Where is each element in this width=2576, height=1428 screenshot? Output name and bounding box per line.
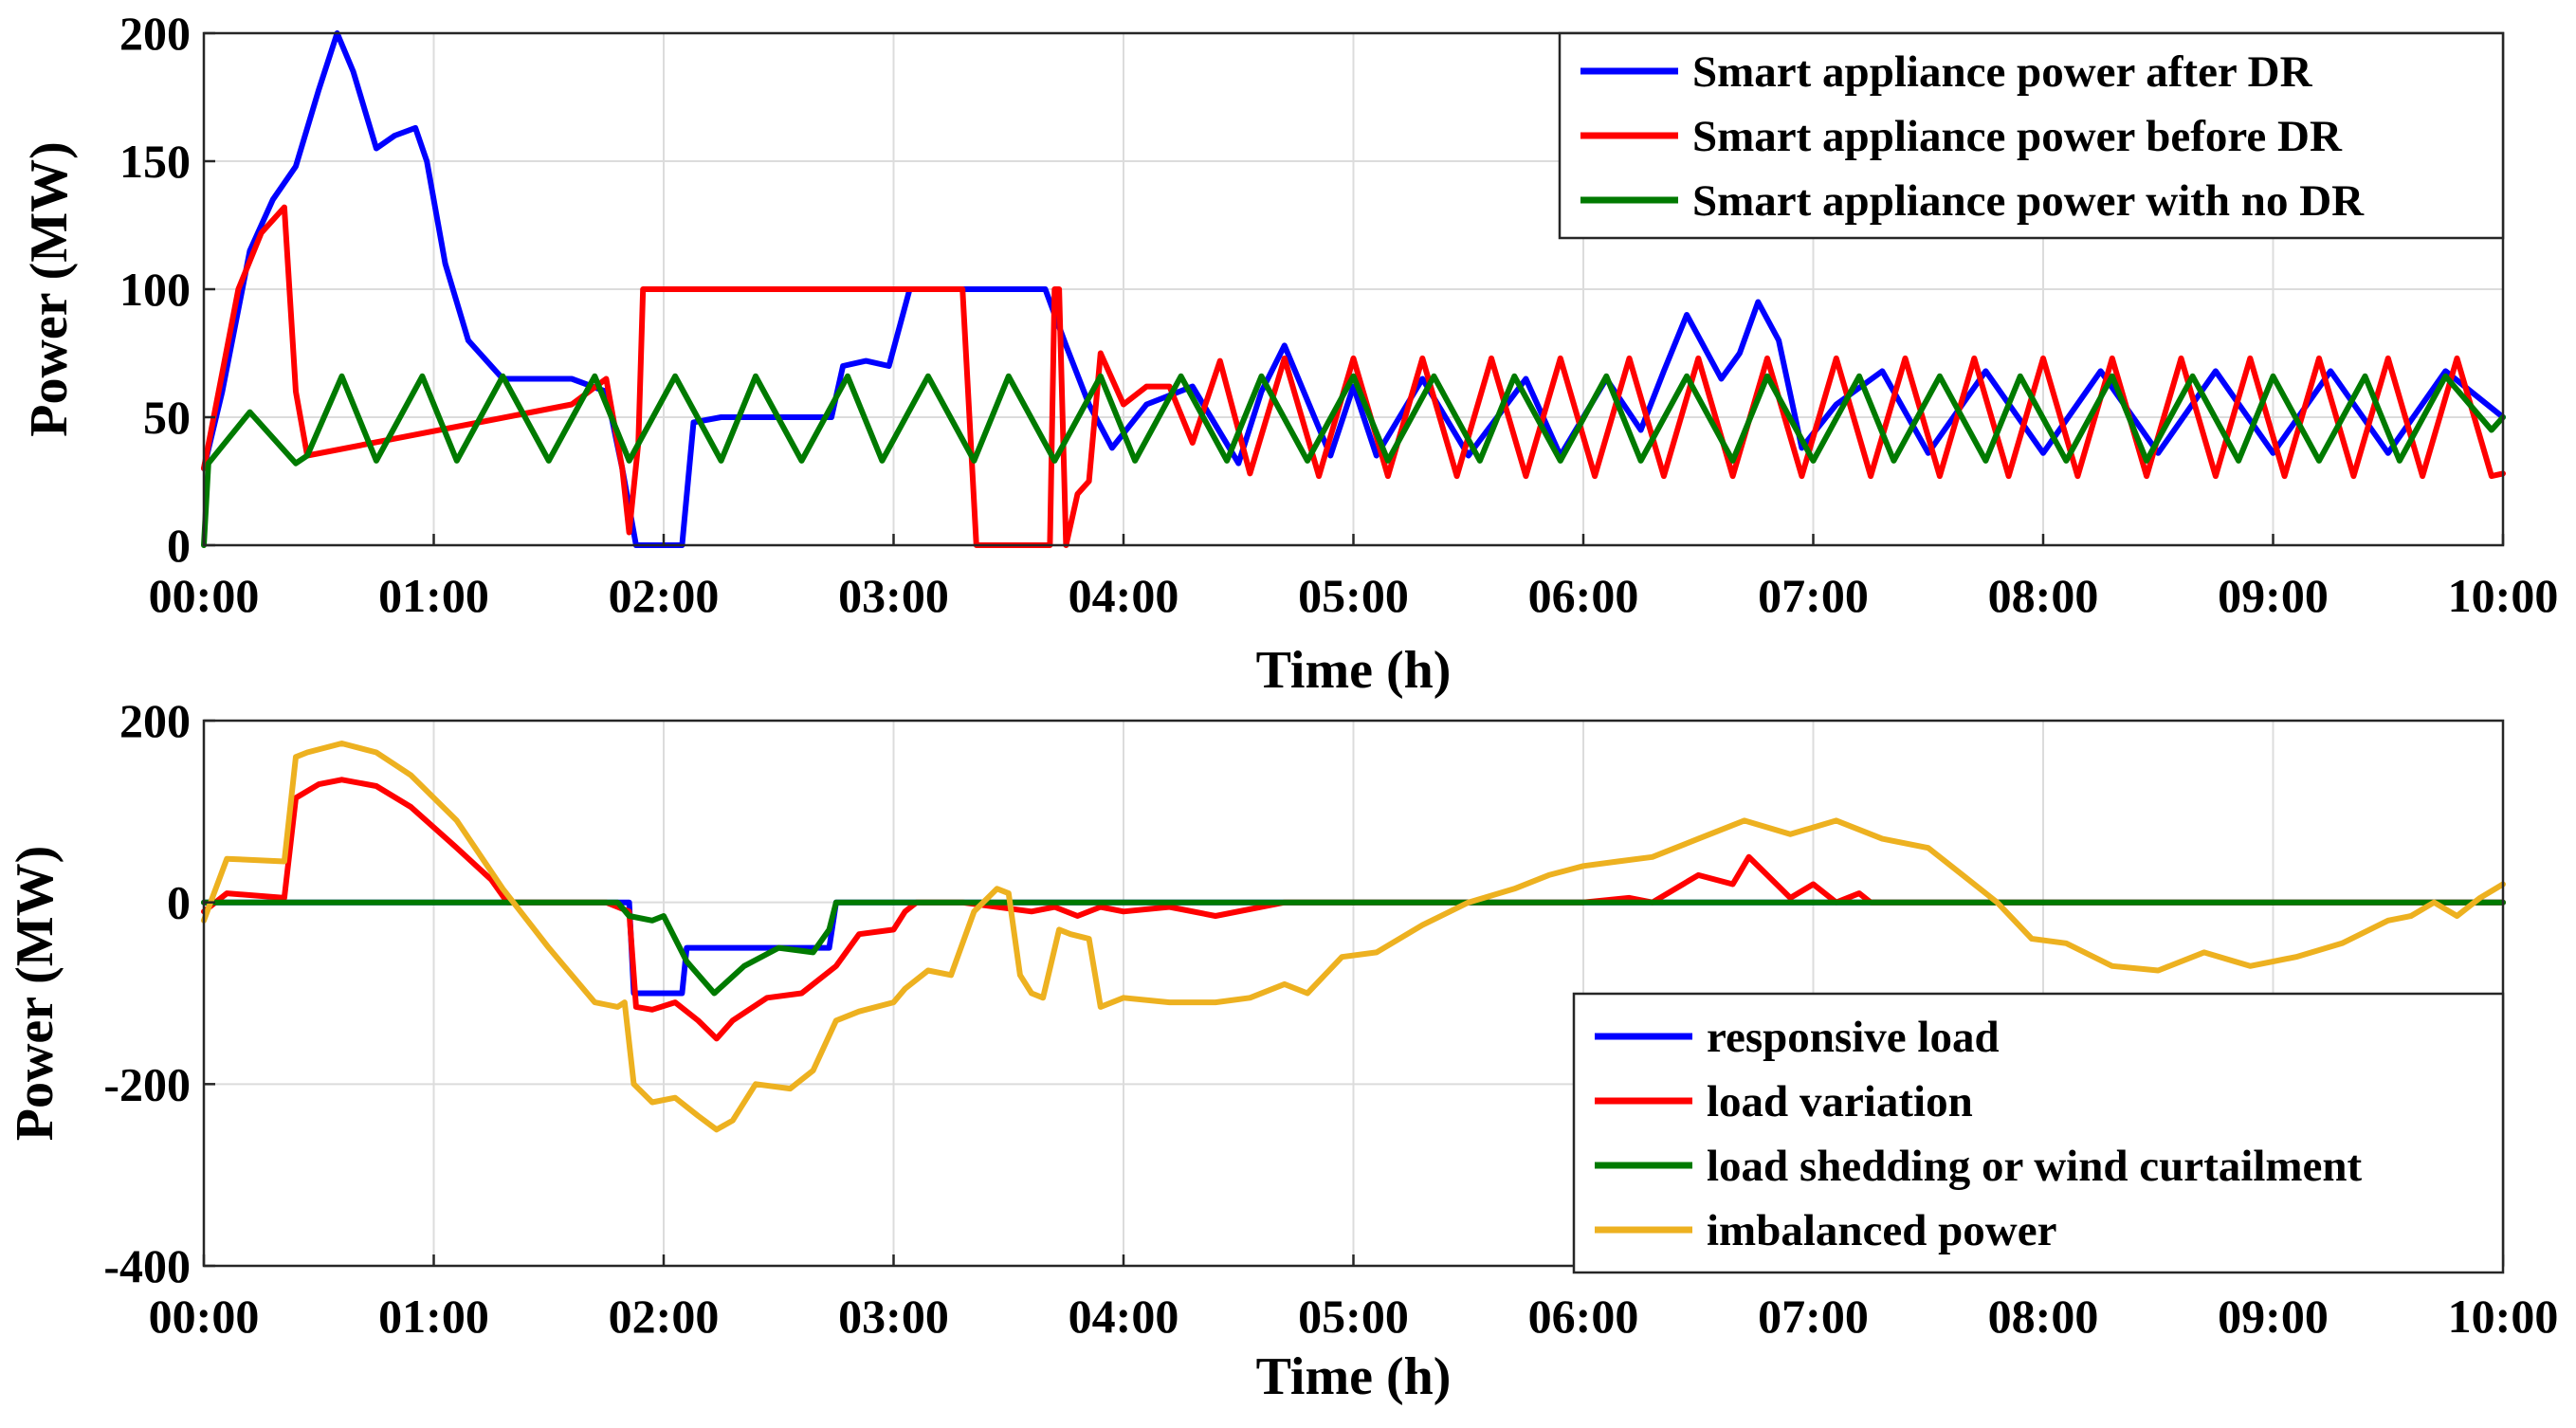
chart2-x-tick-label-9: 09:00	[2218, 1290, 2329, 1343]
chart2-series-3-line	[201, 741, 2506, 1133]
chart1-legend-label-2: Smart appliance power with no DR	[1692, 176, 2365, 226]
chart2-x-tick-label-6: 06:00	[1528, 1290, 1639, 1343]
chart1-x-tick-label-5: 05:00	[1298, 569, 1409, 622]
chart1-x-tick-label-3: 03:00	[838, 569, 949, 622]
chart1: 00:00 01:00 02:00 03:00 04:00 05:00 06:00 07:00…	[20, 7, 2558, 700]
chart1-x-tick-label-6: 06:00	[1528, 569, 1639, 622]
chart2-legend-label-2: load shedding or wind curtailment	[1707, 1142, 2363, 1191]
chart1-x-axis-title: Time (h)	[1256, 641, 1452, 700]
chart1-y-axis-title: Power (MW)	[20, 141, 79, 437]
chart2-legend-box	[1572, 992, 2505, 1274]
chart1-x-tick-label-7: 07:00	[1758, 569, 1869, 622]
chart2-x-tick-label-0: 00:00	[149, 1290, 260, 1343]
chart2-x-tick-label-4: 04:00	[1069, 1290, 1179, 1343]
chart2-series-2-line	[201, 899, 2506, 997]
chart2: 00:00 01:00 02:00 03:00 04:00 05:00 06:00 07:00…	[6, 694, 2558, 1406]
chart1-x-tick-label-0: 00:00	[149, 569, 260, 622]
chart2-y-tick-label-0: -400	[103, 1239, 191, 1292]
chart1-y-tick-label-0: 0	[167, 519, 191, 572]
chart2-x-tick-label-7: 07:00	[1758, 1290, 1869, 1343]
chart1-legend-box	[1558, 31, 2505, 240]
chart2-legend: responsive load load variation load sheddi…	[1572, 992, 2505, 1274]
chart2-legend-label-0: responsive load	[1707, 1013, 2000, 1062]
chart1-y-tick-label-2: 100	[119, 263, 191, 316]
chart2-y-axis-title: Power (MW)	[6, 846, 64, 1142]
chart1-x-tick-label-1: 01:00	[378, 569, 489, 622]
chart1-y-tick-label-3: 150	[119, 135, 191, 188]
chart1-series-0-line	[201, 30, 2506, 548]
chart1-x-tick-label-2: 02:00	[609, 569, 720, 622]
chart2-x-tick-label-1: 01:00	[378, 1290, 489, 1343]
chart1-x-tick-label-10: 10:00	[2448, 569, 2559, 622]
chart2-y-tick-label-1: -200	[103, 1057, 191, 1110]
chart1-x-tick-label-4: 04:00	[1069, 569, 1179, 622]
chart1-legend-label-0: Smart appliance power after DR	[1692, 47, 2313, 97]
chart1-x-tick-label-8: 08:00	[1988, 569, 2099, 622]
chart1-legend-label-1: Smart appliance power before DR	[1692, 112, 2343, 161]
chart2-series-1-line	[201, 777, 2506, 1042]
chart1-y-tick-label-1: 50	[143, 391, 191, 444]
chart2-y-tick-label-3: 200	[119, 694, 191, 747]
chart2-x-tick-label-3: 03:00	[838, 1290, 949, 1343]
chart2-legend-label-3: imbalanced power	[1707, 1206, 2056, 1255]
chart2-x-tick-label-10: 10:00	[2448, 1290, 2559, 1343]
chart2-x-axis-title: Time (h)	[1256, 1347, 1452, 1406]
chart2-x-tick-label-8: 08:00	[1988, 1290, 2099, 1343]
chart2-y-tick-label-2: 0	[167, 876, 191, 929]
chart1-series-2-line	[201, 373, 2506, 548]
chart1-x-tick-label-9: 09:00	[2218, 569, 2329, 622]
chart1-y-tick-label-4: 200	[119, 7, 191, 60]
chart2-legend-label-1: load variation	[1707, 1077, 1973, 1126]
chart2-x-tick-label-2: 02:00	[609, 1290, 720, 1343]
chart1-legend: Smart appliance power after DR Smart appl…	[1558, 31, 2505, 240]
chart2-x-tick-label-5: 05:00	[1298, 1290, 1409, 1343]
